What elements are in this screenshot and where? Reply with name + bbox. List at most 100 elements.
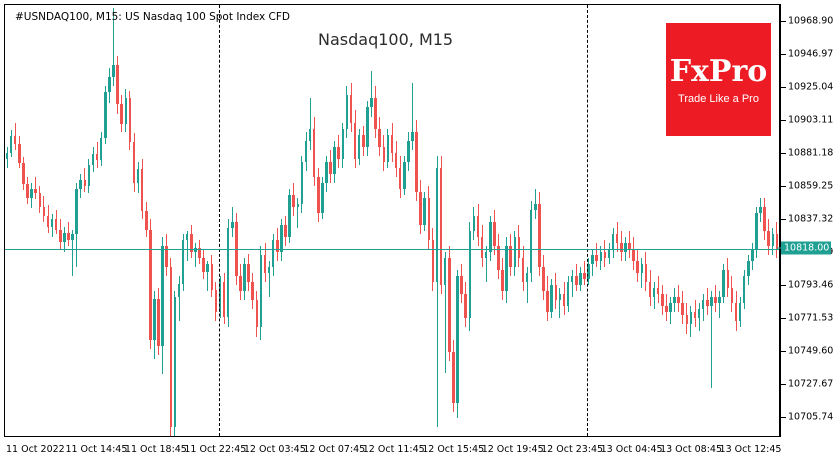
candle-body-bullish (308, 128, 312, 141)
candle-body-bullish (550, 285, 553, 313)
candle-body-bearish (169, 267, 173, 427)
candle-body-bullish (333, 146, 336, 174)
candle-body-bullish (161, 246, 164, 346)
candle-body-bearish (312, 128, 316, 177)
price-axis-label: 10968.90 (788, 15, 834, 27)
candle-body-bullish (673, 297, 676, 304)
current-price-badge: 10818.00 (777, 241, 832, 255)
candle-body-bearish (116, 65, 119, 105)
candle-body-bullish (751, 249, 754, 262)
candle-body-bearish (284, 225, 287, 238)
time-axis-label: 13 Oct 04:45 (600, 444, 663, 455)
candle-body-bullish (489, 222, 492, 253)
price-axis-label: 10793.46 (788, 279, 834, 291)
candle-body-bullish (50, 218, 54, 227)
candle-wick (571, 270, 573, 298)
candle-body-bearish (157, 298, 160, 346)
candle-wick (207, 261, 209, 292)
candle-body-bullish (407, 140, 410, 162)
candle-body-bearish (210, 264, 214, 290)
candle-body-bearish (54, 218, 58, 230)
candle-body-bearish (714, 297, 717, 304)
candle-body-bullish (435, 167, 439, 283)
time-axis-label: 11 Oct 2022 (6, 444, 65, 455)
candle-body-bullish (206, 264, 209, 272)
candle-body-bearish (415, 131, 418, 192)
candle-body-bearish (362, 134, 365, 147)
candle-body-bullish (226, 228, 230, 317)
candle-body-bearish (378, 128, 381, 147)
candle-body-bullish (718, 297, 721, 304)
candle-body-bearish (542, 267, 545, 292)
price-axis-tick (781, 54, 786, 55)
candle-body-bearish (13, 136, 17, 144)
candle-body-bullish (611, 234, 615, 250)
price-axis-tick (781, 318, 786, 319)
candle-body-bearish (562, 294, 566, 307)
candle-body-bullish (599, 252, 603, 262)
candle-body-bearish (59, 229, 62, 242)
candle-body-bearish (427, 197, 431, 241)
candle-body-bullish (370, 98, 373, 108)
chart-plot-area[interactable] (5, 5, 779, 436)
candle-body-bullish (591, 255, 594, 265)
candle-body-bullish (624, 243, 627, 253)
candle-body-bearish (251, 282, 255, 301)
candle-wick (596, 243, 598, 268)
candle-wick (297, 197, 299, 229)
candle-body-bearish (222, 282, 226, 317)
candle-body-bearish (38, 193, 42, 207)
candle-body-bullish (79, 179, 83, 189)
candle-body-bullish (75, 188, 78, 235)
candle-body-bearish (677, 297, 680, 304)
candle-body-bullish (112, 65, 115, 78)
candle-body-bearish (317, 176, 320, 213)
candle-body-bullish (771, 234, 775, 247)
candle-body-bullish (701, 300, 705, 310)
candle-body-bullish (267, 267, 271, 274)
time-axis-label: 12 Oct 19:45 (481, 444, 544, 455)
candle-body-bearish (521, 258, 525, 283)
candle-body-bearish (583, 273, 586, 280)
candle-body-bullish (91, 154, 95, 165)
candle-body-bullish (71, 234, 74, 241)
candle-body-bullish (153, 298, 156, 340)
candle-body-bearish (42, 206, 46, 216)
candle-body-bearish (665, 306, 668, 313)
candle-body-bullish (747, 261, 750, 277)
price-axis[interactable]: 10968.90 10946.97 10925.04 10903.11 10881.18… (777, 4, 835, 437)
candle-body-bullish (280, 225, 283, 253)
candle-body-bearish (476, 215, 480, 238)
candle-body-bullish (99, 137, 103, 161)
candle-body-bullish (669, 303, 672, 313)
candle-body-bullish (181, 240, 185, 284)
candle-body-bearish (239, 276, 242, 292)
price-axis-tick (781, 285, 786, 286)
candle-wick (411, 83, 413, 150)
candle-wick (436, 155, 438, 427)
candle-body-bearish (263, 255, 267, 274)
time-axis-label: 12 Oct 11:45 (362, 444, 425, 455)
price-axis-label: 10727.67 (788, 378, 834, 390)
candle-body-bearish (661, 294, 664, 307)
candle-body-bullish (5, 152, 9, 159)
candle-wick (485, 246, 487, 283)
candle-body-bullish (411, 131, 414, 141)
candle-wick (444, 252, 446, 373)
candle-wick (710, 291, 712, 388)
candle-wick (113, 8, 115, 87)
candle-body-bearish (22, 163, 25, 185)
candle-body-bearish (190, 234, 193, 253)
candle-body-bearish (628, 243, 631, 250)
time-axis[interactable]: 11 Oct 2022 11 Oct 14:45 11 Oct 18:45 11 Oc… (0, 438, 835, 470)
candle-body-bearish (292, 194, 295, 207)
candle-body-bearish (431, 240, 435, 283)
candle-body-bearish (538, 203, 541, 268)
time-axis-label: 12 Oct 23:45 (541, 444, 604, 455)
candle-body-bullish (177, 283, 181, 298)
candle-body-bearish (337, 146, 341, 159)
candle-body-bearish (26, 184, 29, 198)
candle-body-bearish (693, 312, 697, 319)
candle-body-bearish (374, 98, 377, 129)
candle-wick (35, 176, 37, 200)
